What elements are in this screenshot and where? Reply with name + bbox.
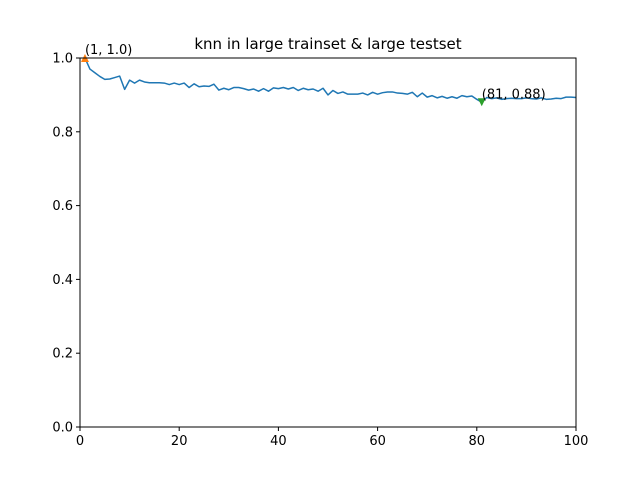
x-tick-label: 100 <box>564 434 589 449</box>
y-tick-label: 0.6 <box>52 199 73 214</box>
y-tick-label: 0.4 <box>52 273 73 288</box>
max-point-label: (1, 1.0) <box>85 43 132 58</box>
x-tick-label: 20 <box>171 434 188 449</box>
y-tick-label: 1.0 <box>52 52 73 67</box>
y-tick-label: 0.8 <box>52 125 73 140</box>
y-tick-label: 0.0 <box>52 421 73 436</box>
min-point-marker <box>477 98 486 107</box>
plot-area: 0 20 40 60 80 100 0.0 0.2 0.4 0.6 0.8 1.0 (1, 1.0) (8… <box>52 43 588 449</box>
x-tick-label: 80 <box>469 434 486 449</box>
accuracy-line <box>84 57 577 104</box>
x-tick-label: 40 <box>270 434 287 449</box>
x-tick-label: 60 <box>369 434 386 449</box>
axes-frame <box>79 57 577 428</box>
chart-title: knn in large trainset & large testset <box>194 35 461 53</box>
y-tick-label: 0.2 <box>52 347 73 362</box>
min-point-label: (81, 0.88) <box>482 87 546 102</box>
x-tick-label: 0 <box>76 434 84 449</box>
